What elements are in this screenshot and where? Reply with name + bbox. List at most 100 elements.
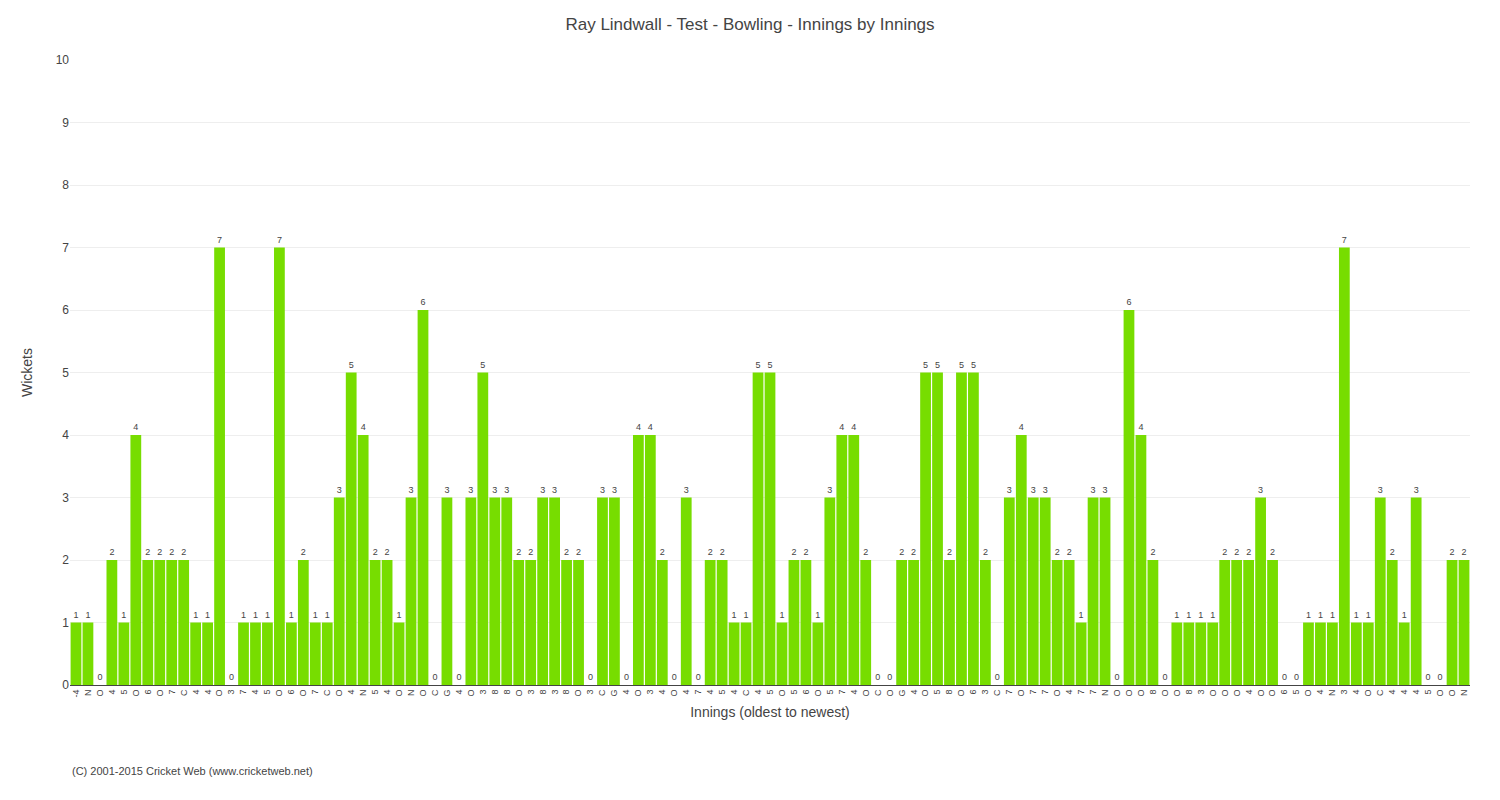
svg-text:1: 1 [73,610,78,620]
svg-text:0: 0 [672,672,677,682]
svg-text:4: 4 [1387,690,1397,695]
svg-text:8: 8 [944,690,954,695]
svg-text:C: C [741,689,751,696]
svg-text:5: 5 [971,360,976,370]
svg-text:6: 6 [143,690,153,695]
svg-text:N: N [406,690,416,697]
svg-text:1: 1 [1174,610,1179,620]
svg-text:3: 3 [1378,485,1383,495]
svg-text:7: 7 [1004,690,1014,695]
svg-text:0: 0 [1294,672,1299,682]
svg-text:0: 0 [1114,672,1119,682]
svg-text:2: 2 [1234,547,1239,557]
svg-text:3: 3 [1339,690,1349,695]
svg-text:7: 7 [277,235,282,245]
svg-text:O: O [95,690,105,697]
svg-text:1: 1 [193,610,198,620]
svg-text:O: O [466,690,476,697]
svg-text:O: O [514,690,524,697]
svg-text:2: 2 [1450,547,1455,557]
svg-text:C: C [597,689,607,696]
svg-text:7: 7 [167,690,177,695]
svg-text:2: 2 [1222,547,1227,557]
svg-text:-4: -4 [71,690,81,698]
svg-text:4: 4 [1399,690,1409,695]
svg-text:2: 2 [911,547,916,557]
svg-text:8: 8 [1184,690,1194,695]
svg-text:O: O [1232,690,1242,697]
svg-text:O: O [394,690,404,697]
svg-text:5: 5 [1291,690,1301,695]
svg-text:4: 4 [1019,422,1024,432]
svg-text:1: 1 [779,610,784,620]
svg-text:3: 3 [552,485,557,495]
svg-text:7: 7 [1088,690,1098,695]
svg-text:5: 5 [756,360,761,370]
svg-text:5: 5 [765,690,775,695]
svg-text:O: O [1160,690,1170,697]
svg-text:3: 3 [827,485,832,495]
svg-text:0: 0 [624,672,629,682]
svg-text:4: 4 [382,690,392,695]
svg-text:C: C [430,689,440,696]
svg-text:4: 4 [346,690,356,695]
svg-text:3: 3 [492,485,497,495]
svg-text:7: 7 [1028,690,1038,695]
svg-text:2: 2 [564,547,569,557]
svg-text:1: 1 [1330,610,1335,620]
svg-text:2: 2 [899,547,904,557]
svg-text:5: 5 [959,360,964,370]
svg-text:4: 4 [107,690,117,695]
svg-text:4: 4 [681,690,691,695]
svg-text:Wickets: Wickets [19,348,35,397]
svg-text:3: 3 [1031,485,1036,495]
svg-text:2: 2 [301,547,306,557]
svg-text:2: 2 [528,547,533,557]
svg-text:4: 4 [191,690,201,695]
svg-text:8: 8 [502,690,512,695]
svg-text:7: 7 [217,235,222,245]
svg-text:2: 2 [1055,547,1060,557]
svg-text:1: 1 [732,610,737,620]
svg-text:4: 4 [705,690,715,695]
svg-text:0: 0 [1162,672,1167,682]
svg-text:O: O [1447,690,1457,697]
svg-text:C: C [992,689,1002,696]
svg-text:3: 3 [62,491,69,505]
svg-text:4: 4 [648,422,653,432]
svg-text:O: O [920,690,930,697]
svg-text:1: 1 [121,610,126,620]
svg-text:3: 3 [1196,690,1206,695]
svg-text:2: 2 [983,547,988,557]
svg-text:0: 0 [588,672,593,682]
svg-text:3: 3 [468,485,473,495]
svg-text:O: O [1112,690,1122,697]
svg-text:6: 6 [968,690,978,695]
svg-text:5: 5 [480,360,485,370]
svg-text:4: 4 [1244,690,1254,695]
svg-text:4: 4 [454,690,464,695]
svg-text:4: 4 [839,422,844,432]
svg-text:6: 6 [62,303,69,317]
svg-text:3: 3 [504,485,509,495]
svg-text:8: 8 [62,178,69,192]
svg-text:6: 6 [286,690,296,695]
svg-text:4: 4 [851,422,856,432]
svg-text:7: 7 [310,690,320,695]
svg-text:1: 1 [205,610,210,620]
svg-text:8: 8 [562,690,572,695]
svg-text:1: 1 [1186,610,1191,620]
svg-text:2: 2 [157,547,162,557]
svg-text:3: 3 [1414,485,1419,495]
svg-text:O: O [573,690,583,697]
svg-text:1: 1 [85,610,90,620]
svg-text:1: 1 [265,610,270,620]
svg-text:O: O [1016,690,1026,697]
svg-text:(C) 2001-2015 Cricket Web (www: (C) 2001-2015 Cricket Web (www.cricketwe… [72,765,313,777]
svg-text:3: 3 [585,690,595,695]
svg-text:3: 3 [684,485,689,495]
svg-text:4: 4 [1351,690,1361,695]
svg-text:0: 0 [62,678,69,692]
svg-text:G: G [897,690,907,697]
svg-text:4: 4 [729,690,739,695]
